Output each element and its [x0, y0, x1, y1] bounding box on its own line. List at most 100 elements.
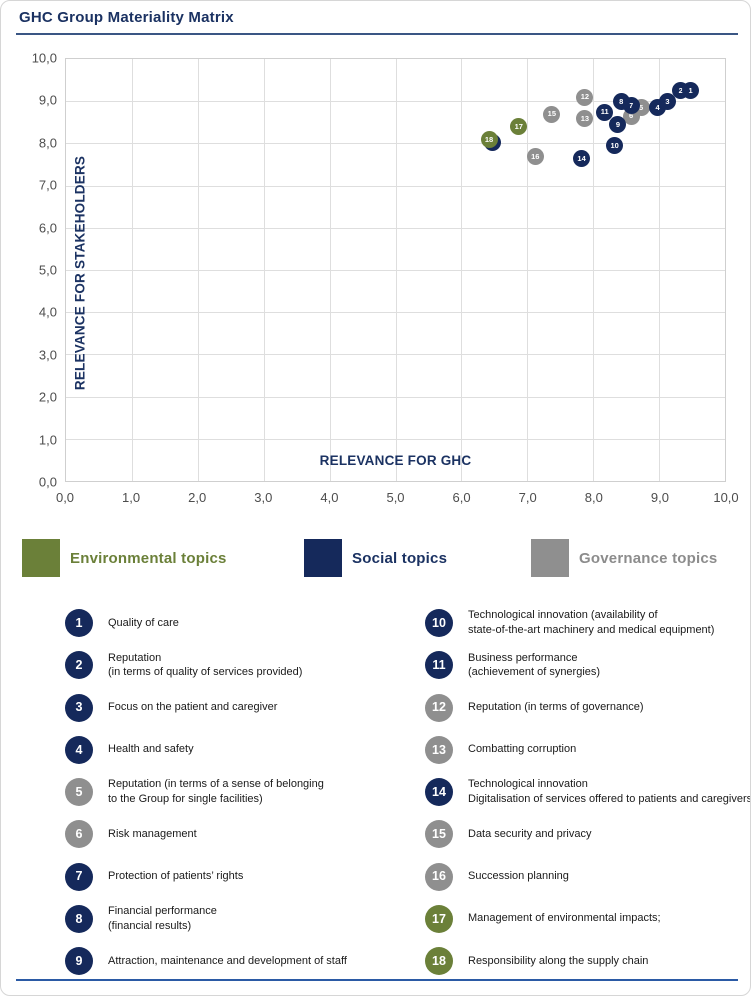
topic-row-11: 11 Business performance (achievement of sy… [425, 644, 600, 686]
topic-label-16: Succession planning [468, 869, 569, 884]
topic-label-9: Attraction, maintenance and development … [108, 954, 347, 969]
matrix-point-17: 17 [510, 118, 528, 136]
y-tick-label: 2,0 [38, 389, 57, 405]
legend-swatch-social [304, 539, 342, 577]
gridline-horizontal [66, 354, 725, 356]
topic-label-line: Business performance [468, 651, 578, 664]
y-tick-label: 4,0 [38, 304, 57, 320]
topic-label-line: Health and safety [108, 743, 194, 756]
legend-swatch-environmental [22, 539, 60, 577]
topic-label-line: Reputation [108, 651, 162, 664]
y-tick-label: 1,0 [38, 432, 57, 448]
x-tick-label: 5,0 [386, 490, 405, 505]
matrix-point-18: 18 [480, 131, 498, 149]
gridline-horizontal [66, 101, 725, 103]
topic-row-6: 6 Risk management [65, 813, 197, 855]
topic-label-7: Protection of patients’ rights [108, 869, 243, 884]
y-tick-label: 6,0 [38, 220, 57, 236]
legend-item-environmental: Environmental topics [22, 539, 227, 577]
gridline-horizontal [66, 185, 725, 187]
matrix-point-16: 16 [526, 148, 544, 166]
topic-label-line: to the Group for single facilities) [108, 793, 263, 805]
topic-number-13: 13 [425, 735, 453, 764]
topic-number-18: 18 [425, 947, 453, 975]
x-tick-label: 4,0 [320, 490, 339, 505]
topic-label-line: Reputation (in terms of governance) [468, 701, 644, 714]
x-tick-label: 1,0 [122, 490, 141, 505]
topic-label-3: Focus on the patient and caregiver [108, 700, 277, 715]
topic-label-8: Financial performance (financial results) [108, 904, 217, 933]
x-axis-title: RELEVANCE FOR GHC [319, 453, 472, 468]
topic-label-line: Succession planning [468, 870, 569, 883]
topic-row-12: 12 Reputation (in terms of governance) [425, 687, 643, 729]
topic-number-1: 1 [65, 609, 93, 637]
topic-label-2: Reputation (in terms of quality of servic… [108, 651, 302, 680]
topic-label-6: Risk management [108, 827, 197, 842]
topic-number-11: 11 [425, 651, 453, 680]
y-tick-label: 5,0 [38, 262, 57, 278]
topic-label-line: state-of-the-art machinery and medical e… [468, 624, 715, 636]
topic-label-13: Combatting corruption [468, 742, 576, 757]
x-tick-label: 2,0 [188, 490, 207, 505]
topic-number-9: 9 [65, 947, 93, 975]
topic-label-15: Data security and privacy [468, 827, 592, 842]
legend-swatch-governance [531, 539, 569, 577]
topic-row-10: 10 Technological innovation (availability… [425, 602, 714, 644]
matrix-point-12: 12 [576, 88, 594, 106]
x-tick-label: 10,0 [713, 490, 739, 505]
legend-label-environmental: Environmental topics [70, 549, 227, 567]
matrix-point-8: 8 [612, 92, 630, 110]
topics-list-right-column: 10 Technological innovation (availability… [425, 602, 750, 982]
topic-row-5: 5 Reputation (in terms of a sense of belo… [65, 771, 324, 813]
y-tick-label: 0,0 [38, 474, 57, 490]
topics-list-left-column: 1 Quality of care 2 Reputation (in terms of … [65, 602, 400, 982]
topic-label-line: Financial performance [108, 905, 217, 918]
x-tick-label: 7,0 [518, 490, 537, 505]
legend-label-governance: Governance topics [579, 549, 718, 567]
y-axis-tick-labels: 0,0 1,0 2,0 3,0 4,0 5,0 6,0 7,0 8,0 9,0 10,0 [1, 1, 57, 995]
page-title: GHC Group Materiality Matrix [19, 9, 234, 26]
gridline-horizontal [66, 312, 725, 314]
x-tick-label: 8,0 [584, 490, 603, 505]
topic-label-line: Focus on the patient and caregiver [108, 701, 278, 714]
topic-row-17: 17 Management of environmental impacts; [425, 898, 661, 940]
topic-label-10: Technological innovation (availability o… [468, 608, 714, 637]
topic-number-7: 7 [65, 862, 93, 891]
topic-label-14: Technological innovation Digitalisation o… [468, 777, 750, 806]
matrix-point-14: 14 [573, 150, 591, 168]
y-tick-label: 3,0 [38, 347, 57, 363]
x-tick-label: 9,0 [650, 490, 669, 505]
topic-number-6: 6 [65, 820, 93, 849]
gridline-horizontal [66, 143, 725, 145]
topic-number-12: 12 [425, 693, 453, 722]
topic-label-line: (achievement of synergies) [468, 666, 601, 679]
legend-label-social: Social topics [352, 549, 448, 567]
matrix-point-3: 3 [659, 92, 676, 110]
topic-number-15: 15 [425, 820, 453, 849]
y-tick-label: 8,0 [38, 135, 57, 151]
topic-label-line: Attraction, maintenance and development … [108, 954, 347, 967]
topic-label-line: Data security and privacy [468, 827, 592, 840]
topic-number-8: 8 [65, 904, 93, 933]
topic-row-4: 4 Health and safety [65, 729, 194, 771]
title-divider [16, 33, 738, 35]
gridline-horizontal [66, 270, 725, 271]
matrix-point-1: 1 [682, 82, 700, 100]
topic-row-1: 1 Quality of care [65, 602, 179, 644]
topic-number-5: 5 [65, 778, 93, 806]
topic-number-17: 17 [425, 904, 453, 933]
topic-number-3: 3 [65, 693, 93, 722]
gridline-horizontal [66, 227, 725, 229]
legend-item-governance: Governance topics [531, 539, 717, 577]
topic-label-18: Responsibility along the supply chain [468, 954, 648, 969]
x-axis-tick-labels: 0,0 1,0 2,0 3,0 4,0 5,0 6,0 7,0 8,0 9,0 10,0 [1, 490, 750, 506]
matrix-point-9: 9 [609, 116, 627, 134]
materiality-matrix-plot: 16 15 13 12 6 5 14 11 10 9 7 8 4 3 2 1 18 17 [65, 58, 726, 482]
topic-label-line: Responsibility along the supply chain [468, 954, 649, 967]
topic-label-line: Protection of patients’ rights [108, 870, 244, 883]
y-tick-label: 9,0 [38, 92, 57, 108]
topic-row-2: 2 Reputation (in terms of quality of servi… [65, 644, 302, 686]
topic-number-2: 2 [65, 651, 93, 680]
topic-number-4: 4 [65, 735, 93, 764]
